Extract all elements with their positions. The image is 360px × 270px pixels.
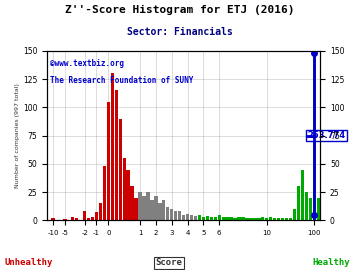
- Bar: [249, 218, 253, 220]
- Bar: [289, 218, 292, 220]
- Bar: [305, 192, 308, 220]
- Bar: [253, 218, 257, 220]
- Bar: [114, 90, 118, 220]
- Bar: [285, 218, 288, 220]
- Bar: [213, 217, 217, 220]
- Bar: [63, 219, 67, 220]
- Bar: [126, 170, 130, 220]
- Text: Unhealthy: Unhealthy: [5, 258, 53, 267]
- Bar: [281, 218, 284, 220]
- Bar: [138, 192, 142, 220]
- Bar: [269, 217, 273, 220]
- Bar: [51, 218, 55, 220]
- Bar: [178, 211, 181, 220]
- Text: 253.774: 253.774: [307, 131, 345, 140]
- Bar: [198, 215, 201, 220]
- Text: Sector: Financials: Sector: Financials: [127, 27, 233, 37]
- Text: Z''-Score Histogram for ETJ (2016): Z''-Score Histogram for ETJ (2016): [65, 5, 295, 15]
- Bar: [166, 207, 170, 220]
- Bar: [312, 53, 316, 220]
- Bar: [162, 200, 166, 220]
- Bar: [237, 217, 241, 220]
- Bar: [273, 218, 276, 220]
- Bar: [241, 217, 245, 220]
- Text: The Research Foundation of SUNY: The Research Foundation of SUNY: [50, 76, 193, 85]
- Y-axis label: Number of companies (997 total): Number of companies (997 total): [15, 83, 20, 188]
- Bar: [261, 217, 265, 220]
- Bar: [233, 218, 237, 220]
- Bar: [257, 218, 261, 220]
- Bar: [150, 200, 154, 220]
- Text: Healthy: Healthy: [312, 258, 350, 267]
- Bar: [293, 209, 296, 220]
- Bar: [225, 217, 229, 220]
- Bar: [95, 212, 98, 220]
- Bar: [194, 216, 197, 220]
- Bar: [103, 166, 106, 220]
- Bar: [277, 218, 280, 220]
- Bar: [154, 195, 158, 220]
- Text: ©www.textbiz.org: ©www.textbiz.org: [50, 59, 124, 68]
- Bar: [107, 102, 110, 220]
- Bar: [182, 215, 185, 220]
- Bar: [265, 218, 269, 220]
- Bar: [297, 187, 300, 220]
- Bar: [146, 192, 150, 220]
- Bar: [83, 211, 86, 220]
- Bar: [158, 203, 162, 220]
- Bar: [186, 214, 189, 220]
- Bar: [118, 119, 122, 220]
- Text: Score: Score: [156, 258, 183, 267]
- Bar: [301, 170, 304, 220]
- Bar: [99, 203, 102, 220]
- Bar: [202, 217, 205, 220]
- Bar: [316, 198, 320, 220]
- Bar: [134, 198, 138, 220]
- Bar: [174, 211, 177, 220]
- Bar: [229, 217, 233, 220]
- Bar: [170, 209, 174, 220]
- Bar: [122, 158, 126, 220]
- Bar: [87, 218, 90, 220]
- Bar: [217, 215, 221, 220]
- Bar: [206, 216, 209, 220]
- Bar: [91, 217, 94, 220]
- Bar: [245, 218, 249, 220]
- Bar: [142, 195, 146, 220]
- Bar: [309, 198, 312, 220]
- Bar: [221, 217, 225, 220]
- Bar: [190, 215, 193, 220]
- Bar: [111, 73, 114, 220]
- Bar: [130, 187, 134, 220]
- Bar: [210, 217, 213, 220]
- Bar: [71, 217, 75, 220]
- Bar: [75, 218, 78, 220]
